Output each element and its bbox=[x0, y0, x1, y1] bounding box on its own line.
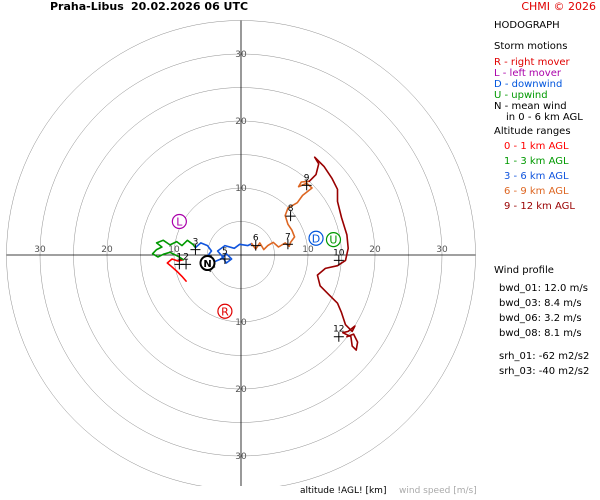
storm-marker-n bbox=[199, 255, 216, 272]
sidebar-heading: HODOGRAPH bbox=[494, 20, 560, 31]
wind-trace-segment-3 bbox=[194, 242, 253, 264]
altitude-label-10: 10 bbox=[333, 248, 345, 258]
storm-marker-l bbox=[171, 213, 187, 230]
legend-alt-6-9: 6 - 9 km AGL bbox=[504, 186, 569, 197]
ring-label-top-10: 10 bbox=[235, 184, 247, 194]
legend-storm-u: U - upwind bbox=[494, 90, 548, 101]
ring-label-top-30: 30 bbox=[235, 50, 247, 60]
legend-storm-n-note: in 0 - 6 km AGL bbox=[506, 112, 583, 123]
altitude-label-7: 7 bbox=[285, 232, 291, 242]
legend-alt-1-3: 1 - 3 km AGL bbox=[504, 156, 569, 167]
legend-alt-9-12: 9 - 12 km AGL bbox=[504, 201, 575, 212]
profile-srh-01: srh_01: -62 m2/s2 bbox=[499, 351, 590, 362]
xaxis-altitude-label: altitude !AGL! [km] bbox=[300, 486, 387, 496]
storm-label-u: U bbox=[329, 234, 337, 247]
station-name: Praha-Libus bbox=[50, 0, 124, 13]
legend-alt-0-1: 0 - 1 km AGL bbox=[504, 141, 569, 152]
forecast-datetime: 20.02.2026 06 UTC bbox=[131, 0, 249, 13]
ring-label-bottom-20: 20 bbox=[235, 385, 247, 395]
altitude-label-5: 5 bbox=[222, 247, 228, 257]
wind-profile-title: Wind profile bbox=[494, 265, 554, 276]
storm-marker-r bbox=[217, 303, 233, 319]
copyright-link[interactable]: CHMI © 2026 bbox=[521, 0, 596, 13]
profile-srh-03: srh_03: -40 m2/s2 bbox=[499, 366, 590, 377]
xaxis-speed-label: wind speed [m/s] bbox=[399, 486, 477, 496]
storm-motions-legend: R - right mover L - left mover D - downw… bbox=[494, 57, 583, 123]
ring-label-right-10: 10 bbox=[302, 245, 314, 255]
profile-bwd-08: bwd_08: 8.1 m/s bbox=[499, 328, 582, 339]
storm-label-n: N bbox=[203, 259, 211, 270]
ring-label-bottom-30: 30 bbox=[235, 452, 247, 462]
storm-marker-u bbox=[325, 231, 342, 248]
storm-marker-d bbox=[308, 230, 324, 246]
altitude-marks: 1234567891012 bbox=[174, 173, 345, 342]
ring-label-left-30: 30 bbox=[34, 245, 46, 255]
altitude-label-2: 2 bbox=[183, 252, 189, 262]
storm-label-r: R bbox=[221, 305, 229, 318]
altitude-label-9: 9 bbox=[304, 173, 310, 183]
storm-motions-title: Storm motions bbox=[494, 41, 568, 52]
altitude-label-3: 3 bbox=[193, 238, 199, 248]
altitude-ranges-legend: 0 - 1 km AGL 1 - 3 km AGL 3 - 6 km AGL 6… bbox=[494, 141, 575, 212]
wind-profile-values: bwd_01: 12.0 m/s bwd_03: 8.4 m/s bwd_06:… bbox=[499, 283, 589, 377]
profile-bwd-01: bwd_01: 12.0 m/s bbox=[499, 283, 588, 294]
legend-alt-3-6: 3 - 6 km AGL bbox=[504, 171, 569, 182]
altitude-ranges-title: Altitude ranges bbox=[494, 126, 571, 137]
axes bbox=[6, 20, 476, 486]
legend-storm-n: N - mean wind bbox=[494, 101, 567, 112]
profile-bwd-03: bwd_03: 8.4 m/s bbox=[499, 298, 582, 309]
wind-trace-segment-5 bbox=[308, 156, 359, 351]
wind-trace-segment-4 bbox=[250, 180, 313, 251]
legend-storm-d: D - downwind bbox=[494, 79, 563, 90]
ring-label-right-30: 30 bbox=[436, 245, 448, 255]
altitude-label-6: 6 bbox=[253, 234, 259, 244]
ring-label-right-20: 20 bbox=[369, 245, 381, 255]
legend-storm-r: R - right mover bbox=[494, 57, 570, 68]
storm-motion-markers: R L D U N bbox=[171, 213, 342, 319]
wind-trace-segment-2 bbox=[151, 239, 197, 261]
altitude-label-8: 8 bbox=[288, 204, 294, 214]
wind-trace-segment-1 bbox=[166, 258, 187, 282]
ring-label-top-20: 20 bbox=[235, 117, 247, 127]
altitude-label-1: 1 bbox=[176, 252, 182, 262]
storm-label-l: L bbox=[176, 216, 183, 229]
ring-labels: 10 10 10 10 20 20 20 20 30 30 30 30 bbox=[34, 50, 448, 462]
profile-bwd-06: bwd_06: 3.2 m/s bbox=[499, 313, 582, 324]
ring-label-left-10: 10 bbox=[168, 245, 180, 255]
altitude-label-12: 12 bbox=[333, 325, 344, 335]
ring-label-bottom-10: 10 bbox=[235, 318, 247, 328]
title-bar: Praha-Libus 20.02.2026 06 UTC CHMI © 202… bbox=[0, 0, 600, 14]
ring-label-left-20: 20 bbox=[101, 245, 113, 255]
storm-label-d: D bbox=[312, 232, 320, 245]
legend-storm-l: L - left mover bbox=[494, 68, 561, 79]
